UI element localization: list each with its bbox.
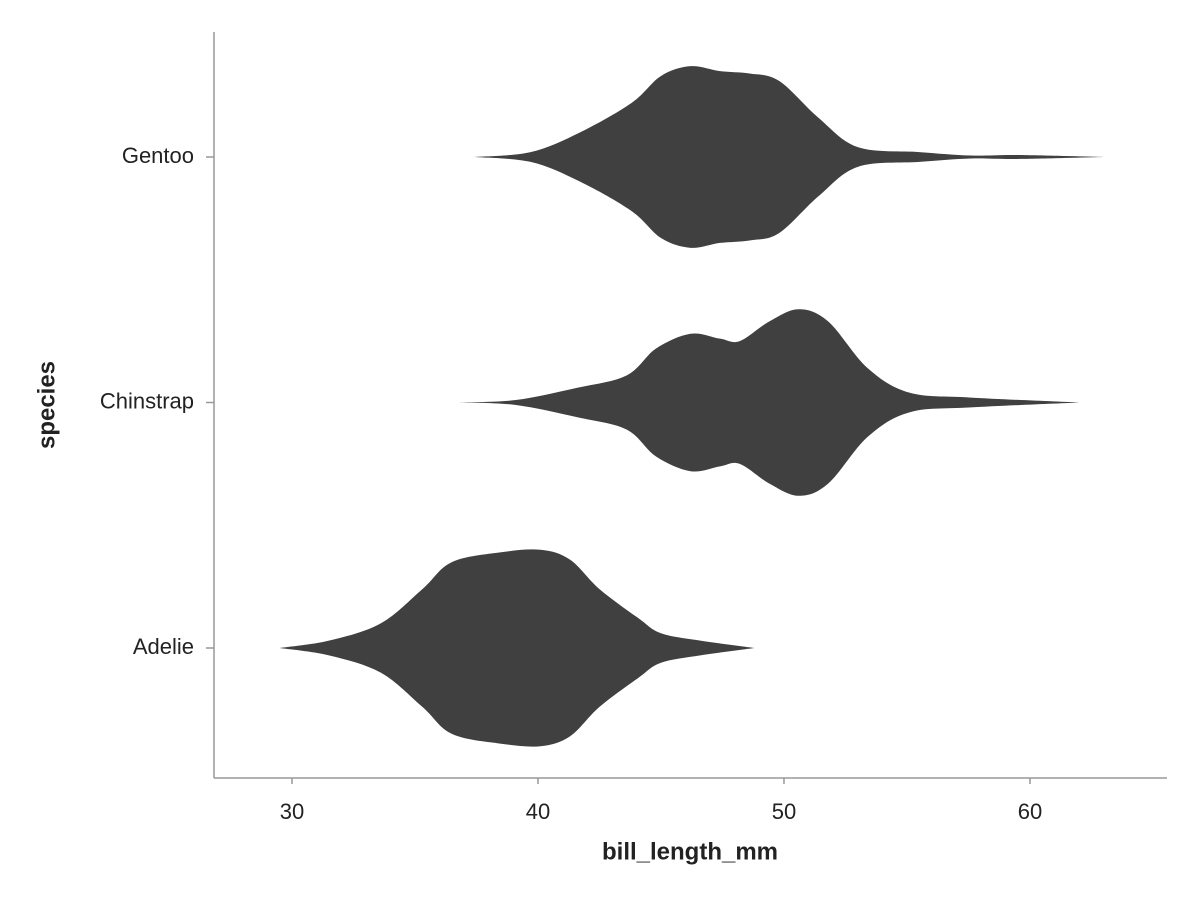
violin (279, 549, 755, 747)
y-tick-label: Gentoo (122, 143, 194, 168)
x-tick-label: 30 (280, 799, 304, 824)
x-tick-label: 40 (526, 799, 550, 824)
x-tick-label: 50 (772, 799, 796, 824)
x-axis-title: bill_length_mm (602, 838, 778, 865)
violin (474, 66, 1104, 248)
y-tick-label: Adelie (133, 634, 194, 659)
y-axis-title: species (33, 361, 60, 449)
violin (459, 309, 1080, 496)
x-tick-label: 60 (1018, 799, 1042, 824)
y-tick-label: Chinstrap (100, 388, 194, 413)
